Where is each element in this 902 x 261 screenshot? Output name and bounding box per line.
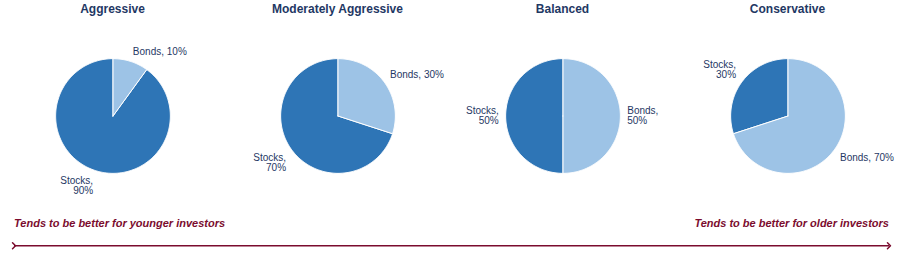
html-text:Conservative: Conservative (749, 2, 826, 16)
svg-text:Stocks,90%: Stocks,90% (60, 175, 93, 196)
svg-text:Tends to be better for older i: Tends to be better for older investors (694, 217, 889, 229)
svg-text:Stocks,50%: Stocks,50% (466, 105, 499, 126)
svg-text:Tends to be better for younger: Tends to be better for younger investors (14, 217, 225, 229)
html-text:Moderately Aggressive: Moderately Aggressive (272, 2, 403, 16)
html-text:Aggressive: Aggressive (80, 2, 145, 16)
svg-text:Stocks,70%: Stocks,70% (253, 152, 286, 173)
svg-text:Bonds, 30%: Bonds, 30% (390, 69, 444, 80)
html-text:Balanced: Balanced (535, 2, 590, 16)
svg-text:Bonds,50%: Bonds,50% (627, 105, 658, 126)
svg-text:Bonds, 70%: Bonds, 70% (840, 152, 894, 163)
svg-text:Stocks,30%: Stocks,30% (703, 59, 736, 80)
svg-text:Bonds, 10%: Bonds, 10% (133, 46, 187, 57)
